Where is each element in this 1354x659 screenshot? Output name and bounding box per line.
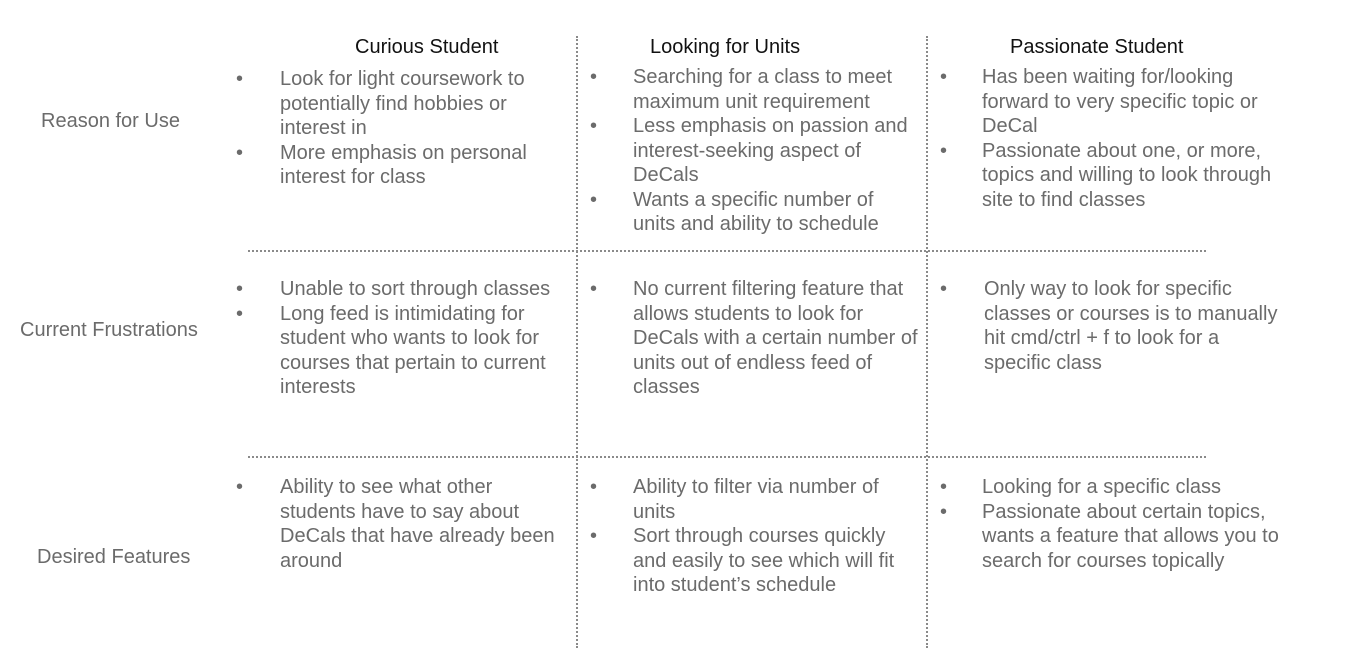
list-item: • Less emphasis on passion and interest-s… xyxy=(590,115,908,186)
bullet-icon: • xyxy=(236,278,244,300)
bullet-icon: • xyxy=(940,66,948,88)
cell-frustrations-passionate: • Only way to look for specific classes o… xyxy=(940,277,1284,375)
cell-frustrations-curious: • Unable to sort through classes • Long fe… xyxy=(236,277,570,400)
cell-reason-curious: • Look for light coursework to potentiall… xyxy=(236,67,570,190)
cell-features-passionate: • Looking for a specific class • Passionat… xyxy=(940,475,1282,573)
bullet-icon: • xyxy=(590,66,598,88)
list-item: • Unable to sort through classes xyxy=(236,278,551,300)
bullet-icon: • xyxy=(236,141,244,164)
row-label-desired-features: Desired Features xyxy=(37,546,191,568)
column-header-curious-student: Curious Student xyxy=(355,36,499,58)
bullet-icon: • xyxy=(590,115,598,137)
cell-reason-passionate: • Has been waiting for/looking forward to… xyxy=(940,65,1282,212)
row-divider-2 xyxy=(248,456,1206,458)
list-item: • Passionate about certain topics, wants … xyxy=(940,500,1279,572)
list-item: • Has been waiting for/looking forward to… xyxy=(940,66,1258,137)
cell-reason-units: • Searching for a class to meet maximum u… xyxy=(590,65,918,237)
column-header-looking-for-units: Looking for Units xyxy=(650,36,801,58)
bullet-icon: • xyxy=(236,302,244,325)
list-item: • Ability to see what other students have… xyxy=(236,476,555,572)
row-label-reason-for-use: Reason for Use xyxy=(41,110,180,132)
cell-features-curious: • Ability to see what other students have… xyxy=(236,475,570,573)
bullet-icon: • xyxy=(940,500,948,523)
bullet-icon: • xyxy=(236,476,244,498)
row-label-current-frustrations: Current Frustrations xyxy=(20,319,198,341)
bullet-icon: • xyxy=(940,139,948,162)
bullet-icon: • xyxy=(590,188,598,211)
cell-frustrations-units: • No current filtering feature that allow… xyxy=(590,277,918,400)
list-item: • No current filtering feature that allow… xyxy=(590,278,918,398)
list-item: • More emphasis on personal interest for … xyxy=(236,141,527,189)
bullet-icon: • xyxy=(940,278,948,300)
list-item: • Looking for a specific class xyxy=(940,476,1222,498)
column-divider-2 xyxy=(926,36,928,648)
bullet-icon: • xyxy=(590,278,598,300)
list-item: • Wants a specific number of units and ab… xyxy=(590,188,879,236)
list-item: • Look for light coursework to potentiall… xyxy=(236,68,525,139)
list-item: • Passionate about one, or more, topics a… xyxy=(940,139,1272,211)
bullet-icon: • xyxy=(236,68,244,90)
row-divider-1 xyxy=(248,250,1206,252)
bullet-icon: • xyxy=(590,525,598,547)
list-item: • Sort through courses quickly and easily… xyxy=(590,525,895,596)
cell-features-units: • Ability to filter via number of units •… xyxy=(590,475,918,598)
bullet-icon: • xyxy=(590,476,598,498)
list-item: • Long feed is intimidating for student w… xyxy=(236,302,546,399)
list-item: • Only way to look for specific classes o… xyxy=(940,278,1278,374)
list-item: • Searching for a class to meet maximum u… xyxy=(590,66,893,113)
column-header-passionate-student: Passionate Student xyxy=(1010,36,1184,58)
bullet-icon: • xyxy=(940,476,948,498)
list-item: • Ability to filter via number of units xyxy=(590,476,879,523)
column-divider-1 xyxy=(576,36,578,648)
